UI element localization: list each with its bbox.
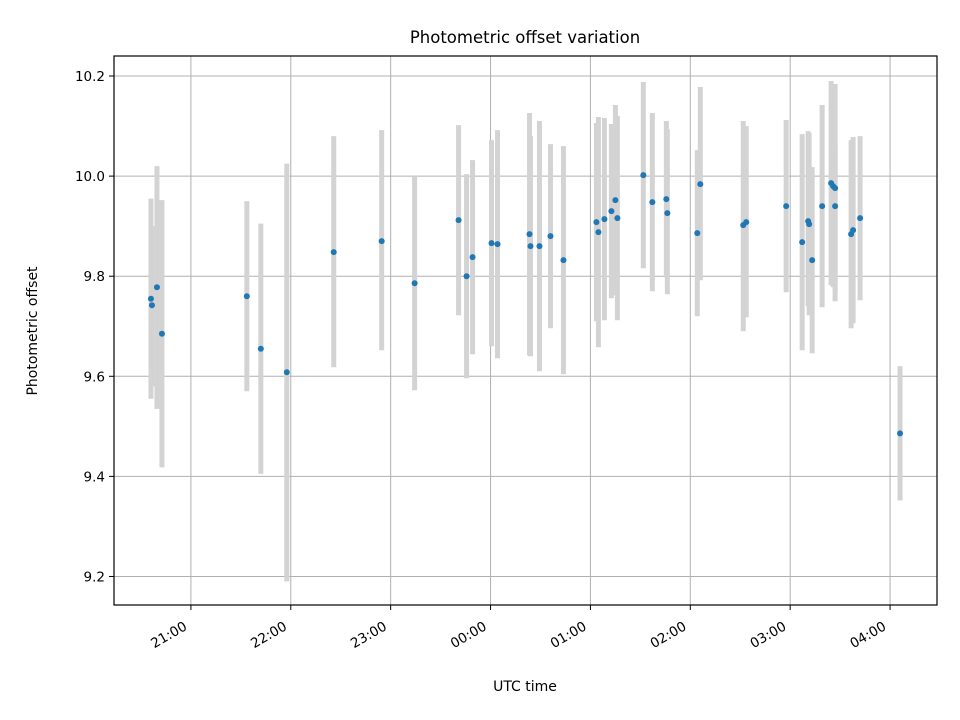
data-point — [663, 196, 670, 203]
data-point — [819, 203, 826, 210]
data-point — [664, 210, 671, 217]
data-point — [832, 203, 839, 210]
data-point — [799, 239, 806, 246]
data-point — [601, 216, 608, 223]
data-point — [612, 197, 619, 204]
data-point — [153, 284, 160, 291]
data-point — [469, 254, 476, 261]
y-tick-label: 10.0 — [75, 169, 105, 185]
data-point — [697, 181, 704, 188]
data-point — [593, 219, 600, 226]
data-point — [640, 172, 647, 179]
data-point — [330, 249, 337, 256]
data-point — [897, 430, 904, 437]
data-point — [649, 199, 656, 206]
y-tick-label: 9.2 — [84, 569, 105, 585]
data-point — [595, 229, 602, 236]
data-point — [158, 330, 165, 337]
data-point — [527, 243, 534, 250]
data-point — [526, 231, 533, 238]
data-point — [809, 257, 816, 264]
data-point — [147, 295, 154, 302]
data-point — [283, 369, 290, 376]
data-point — [547, 233, 554, 240]
y-tick-label: 9.6 — [84, 369, 105, 385]
data-point — [832, 185, 839, 192]
data-point — [783, 203, 790, 210]
data-point — [257, 345, 264, 352]
x-axis-label: UTC time — [493, 679, 557, 695]
data-point — [488, 240, 495, 247]
data-point — [455, 217, 462, 224]
data-point — [378, 238, 385, 245]
data-point — [694, 230, 701, 237]
data-point — [608, 208, 615, 215]
data-point — [850, 227, 857, 234]
data-point — [463, 273, 470, 280]
data-point — [743, 219, 750, 226]
data-point — [243, 293, 250, 300]
data-point — [857, 215, 864, 222]
data-point — [806, 221, 813, 228]
y-tick-label: 9.4 — [84, 469, 105, 485]
data-points — [147, 172, 904, 437]
data-point — [560, 257, 567, 264]
y-axis-label: Photometric offset — [25, 266, 41, 396]
plot-area-frame — [113, 55, 938, 606]
data-point — [614, 215, 621, 222]
data-point — [411, 280, 418, 287]
data-point — [536, 243, 543, 250]
y-tick-label: 9.8 — [84, 269, 105, 285]
data-point — [494, 241, 501, 248]
chart-title: Photometric offset variation — [410, 28, 640, 47]
data-point — [148, 302, 155, 309]
y-tick-label: 10.2 — [75, 69, 105, 85]
